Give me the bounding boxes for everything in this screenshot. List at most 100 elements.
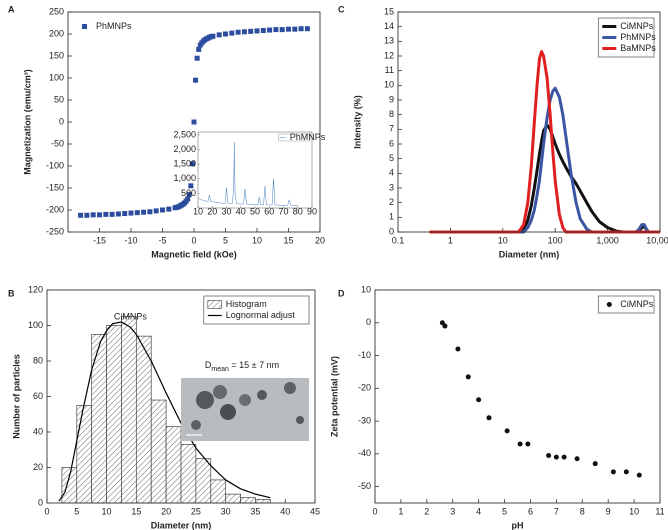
point [561,454,567,460]
point [153,208,159,214]
point [623,469,629,475]
tem-image [181,378,309,441]
y-tick-label: -10 [358,350,371,360]
point [292,26,298,32]
bar [76,405,93,504]
y-tick-label: -50 [51,138,64,148]
x-tick-label: 90 [307,206,317,216]
bar [121,316,137,504]
x-tick-label: -5 [158,235,166,245]
x-tick-label: 4 [476,506,481,516]
mean-value: = 15 ± 7 nm [229,360,279,370]
point [592,461,598,467]
point [109,211,115,217]
point [185,196,191,202]
point [147,209,153,215]
panel-letter: A [8,4,15,14]
y-tick-label: 9 [389,94,394,104]
point [267,27,273,33]
annotation: CiMNPs [114,311,147,321]
y-tick-label: -40 [358,448,371,458]
y-tick-label: 0 [366,317,371,327]
x-tick-label: 35 [250,506,260,516]
point [166,206,172,212]
x-tick-label: 80 [293,206,303,216]
bar [195,458,212,504]
bar [255,499,271,504]
point [610,469,616,475]
x-tick-label: -10 [124,235,137,245]
plot-frame [397,11,661,233]
x-axis-label: Diameter (nm) [499,249,560,259]
y-tick-label: 14 [384,21,394,31]
y-tick-label: 4 [389,168,394,178]
x-tick-label: 5 [502,506,507,516]
x-tick-label: 9 [606,506,611,516]
panel-letter: C [338,4,345,14]
y-tick-label: -50 [358,481,371,491]
x-tick-label: 2 [424,506,429,516]
y-tick-label: -150 [46,182,64,192]
point [273,27,279,33]
plot-frame [374,289,661,504]
y-tick-label: 1,500 [173,159,196,169]
panel-letter: D [338,288,345,298]
x-tick-label: 10,000 [646,235,668,245]
x-axis-label: Diameter (nm) [151,520,212,530]
legend-label: PhMNPs [96,21,132,31]
x-tick-label: 0 [191,235,196,245]
bar [150,399,167,504]
x-tick-label: 30 [221,206,231,216]
x-tick-label: 50 [250,206,260,216]
x-tick-label: 1 [398,506,403,516]
point [84,212,90,218]
y-axis-label: Zeta potential (mV) [329,356,339,437]
y-tick-label: 15 [384,6,394,16]
y-tick-label: -20 [358,383,371,393]
y-tick-label: 0 [38,497,43,507]
y-tick-label: 50 [54,94,64,104]
y-tick-label: 2,000 [173,144,196,154]
x-tick-label: -15 [93,235,106,245]
point [442,323,448,329]
panel: 10 20 30 40 50 60 70 80 90 500 1,000 1,500 2,000 2,50… [173,129,325,216]
point [229,30,235,36]
y-tick-label: -200 [46,204,64,214]
x-tick-label: 3 [450,506,455,516]
bar [225,493,241,504]
panel: D 0 1 2 3 4 5 6 7 8 9 10 11 -50 -40 -30 -20 -10 0 10 pH Zeta … [329,284,664,530]
legend-label: Lognormal adjust [226,310,296,320]
x-tick-label: 45 [310,506,320,516]
y-axis-label: Magnetization (emu/cm³) [22,69,32,175]
x-tick-label: 8 [580,506,585,516]
y-tick-label: 100 [28,320,43,330]
y-tick-label: 80 [33,355,43,365]
point [141,209,147,215]
x-axis-label: Magnetic field (kOe) [151,249,237,259]
point [260,27,266,33]
mean-symbol: D [205,360,212,370]
y-tick-label: 13 [384,36,394,46]
point [279,27,285,33]
bar [106,325,122,504]
point [191,119,197,125]
legend-label: Histogram [226,299,267,309]
y-tick-label: 150 [49,50,64,60]
x-tick-label: 6 [528,506,533,516]
y-tick-label: 500 [181,188,196,198]
y-tick-label: -250 [46,226,64,236]
y-tick-label: 12 [384,50,394,60]
bar [240,497,256,504]
x-axis-label: pH [512,520,524,530]
x-tick-label: 20 [161,506,171,516]
bar [180,444,197,504]
point [223,31,228,37]
x-tick-label: 30 [221,506,231,516]
point [103,211,109,217]
plot-frame [197,131,313,209]
point [78,212,84,218]
point [122,211,128,217]
point [210,33,216,39]
point [248,28,254,34]
